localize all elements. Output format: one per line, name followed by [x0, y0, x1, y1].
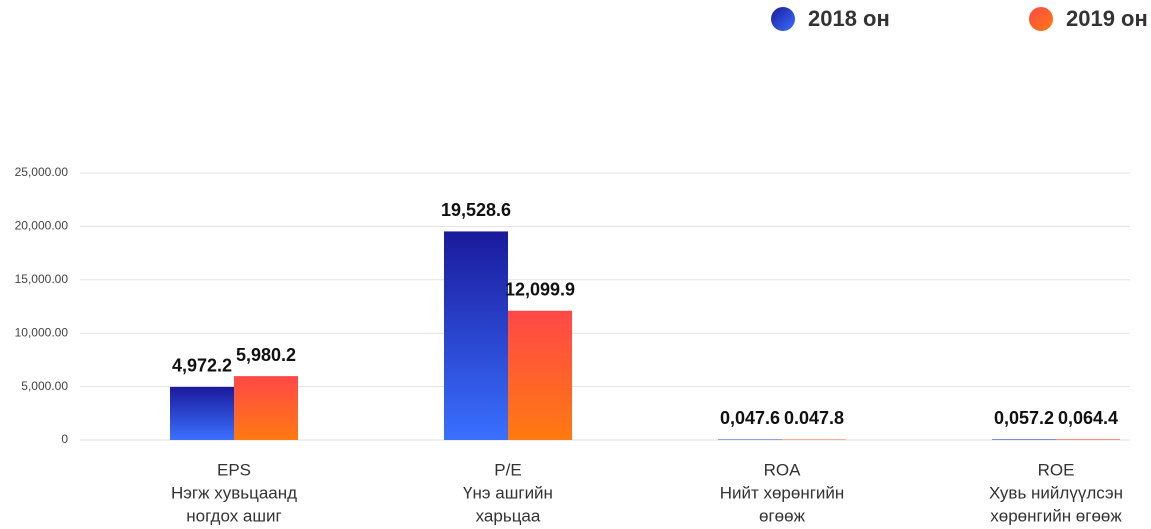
- bar: [1056, 439, 1120, 440]
- x-tick-label: P/E: [494, 460, 521, 479]
- data-label: 0,057.2: [994, 408, 1054, 428]
- data-label: 4,972.2: [172, 356, 232, 376]
- data-label: 0.047.8: [784, 408, 844, 428]
- x-tick-label: ROE: [1038, 460, 1075, 479]
- data-label: 19,528.6: [441, 200, 511, 220]
- bar: [444, 231, 508, 440]
- bar: [718, 439, 782, 440]
- x-tick-label: ROA: [764, 460, 802, 479]
- x-tick-label: EPS: [217, 460, 251, 479]
- y-tick-label: 10,000.00: [15, 325, 69, 339]
- y-tick-label: 0: [61, 432, 68, 446]
- data-label: 0,047.6: [720, 408, 780, 428]
- legend-label: 2018 он: [808, 6, 890, 31]
- y-tick-label: 25,000.00: [15, 165, 69, 179]
- bar: [992, 439, 1056, 440]
- x-tick-label: Үнэ ашгийн: [463, 483, 553, 502]
- data-label: 12,099.9: [505, 280, 575, 300]
- x-tick-label: харьцаа: [476, 506, 541, 525]
- x-tick-label: өгөөж: [759, 506, 806, 525]
- legend-label: 2019 он: [1066, 6, 1148, 31]
- x-tick-label: ногдох ашиг: [186, 506, 281, 525]
- bar: [170, 386, 234, 440]
- bar: [782, 439, 846, 440]
- data-label: 0,064.4: [1058, 408, 1118, 428]
- y-tick-label: 20,000.00: [15, 219, 69, 233]
- bar: [508, 310, 572, 440]
- data-label: 5,980.2: [236, 345, 296, 365]
- y-tick-label: 5,000.00: [21, 379, 68, 393]
- x-tick-label: Нэгж хувьцаанд: [171, 483, 297, 502]
- x-tick-label: хөрөнгийн өгөөж: [990, 506, 1122, 525]
- x-tick-label: Хувь нийлүүлсэн: [989, 483, 1123, 502]
- legend-swatch: [1029, 7, 1053, 31]
- legend-swatch: [771, 7, 795, 31]
- y-tick-label: 15,000.00: [15, 272, 69, 286]
- bar: [234, 376, 298, 440]
- x-tick-label: Нийт хөрөнгийн: [720, 483, 845, 502]
